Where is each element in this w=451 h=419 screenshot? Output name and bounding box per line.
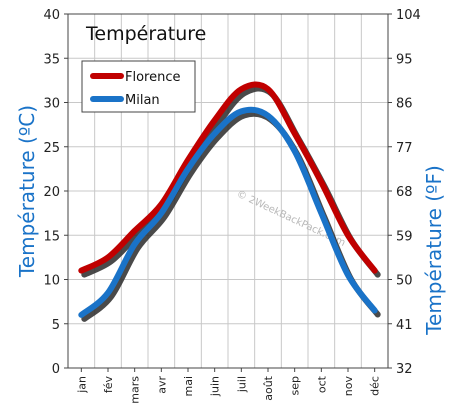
legend-box [81, 60, 196, 113]
x-tick-label: mai [182, 376, 195, 397]
x-tick-label: jan [75, 376, 88, 394]
left-tick-label: 30 [43, 97, 60, 112]
x-tick-label: déc [369, 376, 382, 396]
left-tick-label: 40 [43, 8, 60, 23]
left-tick-label: 10 [43, 274, 60, 289]
y-axis-title-right: Température (ºF) [422, 165, 446, 336]
right-tick-label: 104 [396, 8, 421, 23]
right-axis-ticks: 32 41 50 59 68 77 86 95 104 [388, 8, 421, 377]
right-tick-label: 86 [396, 97, 413, 112]
series-line-milan [78, 106, 378, 318]
x-tick-label: mars [129, 376, 142, 404]
left-tick-label: 25 [43, 141, 60, 156]
left-tick-label: 5 [52, 318, 60, 333]
right-tick-label: 50 [396, 274, 413, 289]
left-axis-ticks: 0 5 10 15 20 25 30 35 40 [43, 8, 68, 377]
series-lines [78, 81, 381, 322]
series-line-florence [78, 81, 378, 274]
legend-label-florence: Florence [125, 70, 181, 85]
left-tick-label: 15 [43, 229, 60, 244]
right-tick-label: 32 [396, 362, 413, 377]
x-tick-label: août [262, 375, 275, 400]
right-tick-label: 68 [396, 185, 413, 200]
x-tick-label: fév [102, 376, 115, 394]
x-tick-label: juin [209, 376, 222, 397]
right-tick-label: 95 [396, 52, 413, 67]
legend-label-milan: Milan [125, 93, 160, 108]
legend: Florence Milan [81, 60, 196, 113]
x-tick-label: juil [235, 376, 248, 393]
x-tick-label: avr [155, 376, 168, 394]
left-tick-label: 0 [52, 362, 60, 377]
right-tick-label: 41 [396, 318, 413, 333]
left-tick-label: 20 [43, 185, 60, 200]
right-tick-label: 77 [396, 141, 413, 156]
x-axis-ticks: jan fév mars avr mai juin juil août sep oct nov déc [75, 368, 382, 404]
x-tick-label: sep [289, 376, 302, 395]
left-tick-label: 35 [43, 52, 60, 67]
right-tick-label: 59 [396, 229, 413, 244]
y-axis-title-left: Température (ºC) [15, 105, 39, 278]
chart-title: Température [85, 23, 206, 45]
x-tick-label: nov [342, 376, 355, 397]
series-shadow-milan [81, 110, 381, 322]
x-tick-label: oct [315, 375, 328, 393]
